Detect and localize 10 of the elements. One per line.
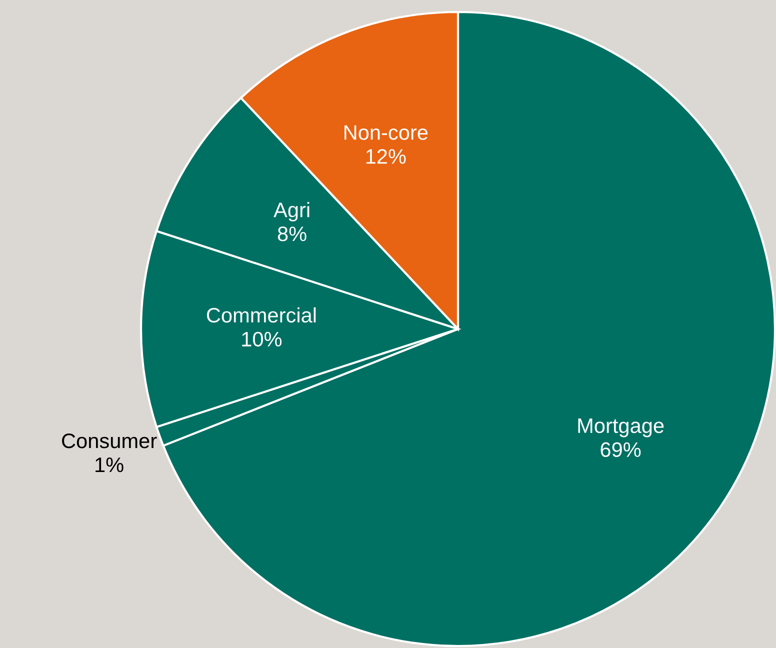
- data-label: 10%: [242, 332, 282, 347]
- slice-label: Non-core: [344, 125, 428, 140]
- data-label: 69%: [600, 442, 641, 458]
- slice-label: Commercial: [206, 307, 316, 323]
- data-label: 8%: [278, 226, 306, 242]
- data-label: 1%: [96, 458, 124, 472]
- slice-label: Agri: [274, 202, 310, 222]
- data-label: 12%: [366, 149, 406, 164]
- slice-label: Consumer: [62, 434, 157, 448]
- slice-label: Mortgage: [578, 418, 664, 438]
